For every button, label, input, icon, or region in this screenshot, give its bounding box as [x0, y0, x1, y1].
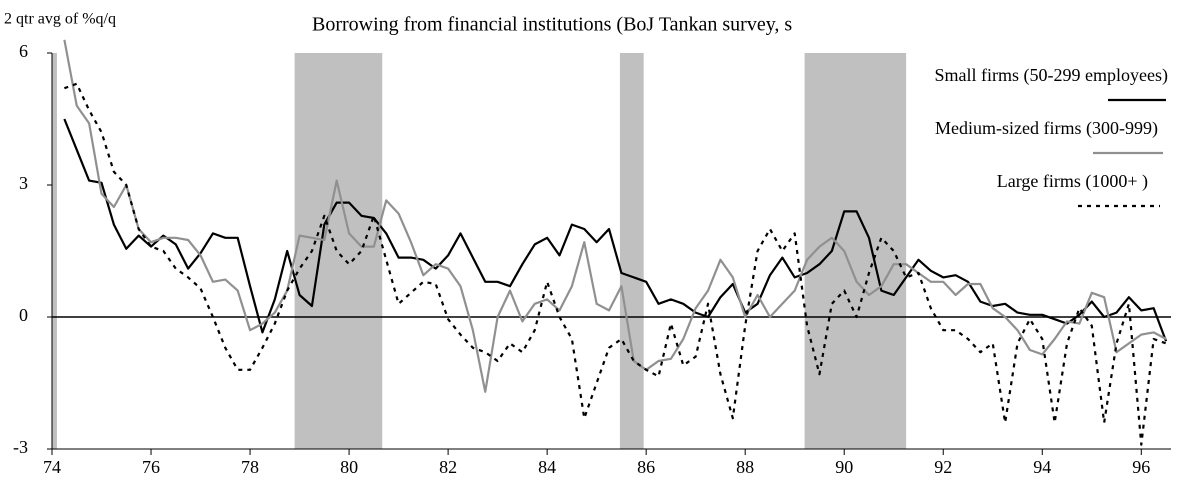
x-tick-label: 88 [736, 457, 754, 477]
y-tick-label: 3 [19, 173, 28, 193]
y-tick-label: 0 [19, 305, 28, 325]
legend-label: Small firms (50-299 employees) [935, 65, 1168, 86]
y-tick-label: 6 [19, 41, 28, 61]
x-tick-label: 74 [43, 457, 61, 477]
x-tick-label: 92 [934, 457, 952, 477]
x-tick-label: 94 [1033, 457, 1051, 477]
series-line [63, 39, 1167, 393]
x-tick-label: 84 [538, 457, 556, 477]
shaded-period [52, 53, 57, 449]
x-tick-label: 96 [1132, 457, 1150, 477]
legend-label: Large firms (1000+ ) [997, 171, 1148, 192]
y-axis-label: 2 qtr avg of %q/q [4, 11, 116, 28]
shaded-period [804, 53, 907, 449]
shading-layer [52, 53, 907, 449]
shaded-period [619, 53, 644, 449]
series-line [64, 82, 1167, 446]
x-tick-label: 80 [340, 457, 358, 477]
y-tick-label: -3 [13, 437, 28, 457]
series-line [63, 118, 1168, 342]
x-tick-label: 82 [439, 457, 457, 477]
shaded-period [294, 53, 383, 449]
legend-label: Medium-sized firms (300-999) [935, 118, 1158, 139]
x-tick-label: 86 [637, 457, 655, 477]
x-tick-label: 76 [142, 457, 160, 477]
x-tick-label: 78 [241, 457, 259, 477]
x-tick-label: 90 [835, 457, 853, 477]
chart-title: Borrowing from financial institutions (B… [312, 14, 792, 36]
